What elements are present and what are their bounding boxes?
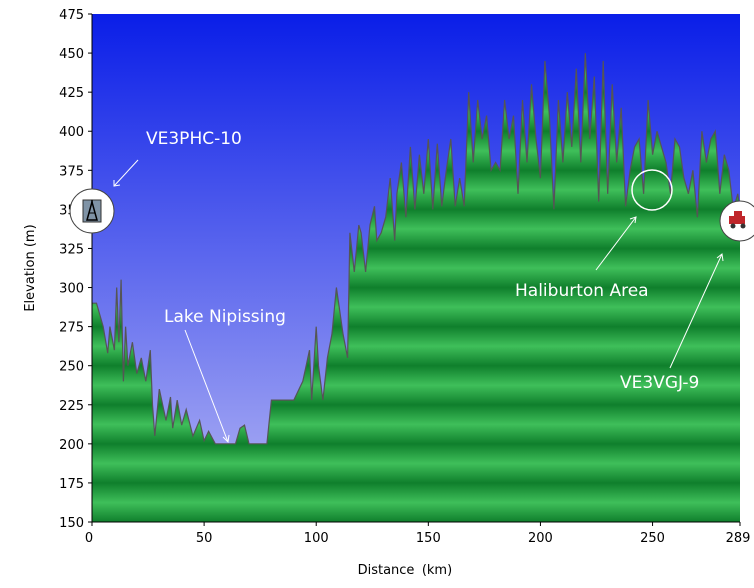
x-tick-label: 0 bbox=[85, 531, 93, 546]
y-tick-label: 475 bbox=[59, 8, 84, 23]
y-tick-label: 200 bbox=[59, 438, 84, 453]
arrow-haliburton-area bbox=[595, 216, 637, 271]
terrain-area bbox=[92, 53, 740, 522]
start-marker-tower bbox=[69, 188, 115, 234]
y-axis-title: Elevation (m) bbox=[23, 224, 38, 311]
x-tick-label: 50 bbox=[196, 531, 213, 546]
arrow-ve3vgj-9 bbox=[669, 253, 723, 369]
x-axis-title: Distance bbox=[358, 563, 415, 578]
y-tick-label: 450 bbox=[59, 47, 84, 62]
annotation-ve3vgj-9: VE3VGJ-9 bbox=[620, 373, 699, 393]
arrowhead-haliburton-area bbox=[629, 216, 637, 224]
x-tick-label: 100 bbox=[304, 531, 329, 546]
y-tick-label: 175 bbox=[59, 477, 84, 492]
y-tick-label: 325 bbox=[59, 242, 84, 257]
arrow-lake-nipissing bbox=[184, 329, 229, 443]
elevation-profile-line bbox=[92, 53, 740, 445]
arrowhead-lake-nipissing bbox=[222, 434, 230, 444]
y-tick-label: 275 bbox=[59, 321, 84, 336]
y-tick-label: 250 bbox=[59, 360, 84, 375]
annotation-lake-nipissing: Lake Nipissing bbox=[164, 307, 286, 327]
y-tick-label: 150 bbox=[59, 516, 84, 531]
arrow-ve3phc-10 bbox=[113, 159, 139, 187]
haliburton-highlight-circle bbox=[631, 169, 673, 211]
annotation-haliburton-area: Haliburton Area bbox=[515, 281, 649, 301]
end-marker-vehicle bbox=[719, 200, 754, 242]
y-tick-label: 225 bbox=[59, 399, 84, 414]
y-tick-label: 425 bbox=[59, 86, 84, 101]
annotation-ve3phc-10: VE3PHC-10 bbox=[146, 129, 242, 149]
x-tick-label: 200 bbox=[528, 531, 553, 546]
y-tick-label: 400 bbox=[59, 125, 84, 140]
car-icon bbox=[729, 211, 746, 229]
x-tick-label: 250 bbox=[640, 531, 665, 546]
radio-tower-icon bbox=[86, 199, 98, 221]
x-tick-label: 150 bbox=[416, 531, 441, 546]
arrowhead-ve3vgj-9 bbox=[716, 253, 724, 262]
y-tick-label: 300 bbox=[59, 282, 84, 297]
y-tick-label: 375 bbox=[59, 164, 84, 179]
x-tick-label: 289 bbox=[726, 531, 751, 546]
arrowhead-ve3phc-10 bbox=[113, 180, 121, 187]
x-axis-unit: (km) bbox=[422, 563, 452, 578]
